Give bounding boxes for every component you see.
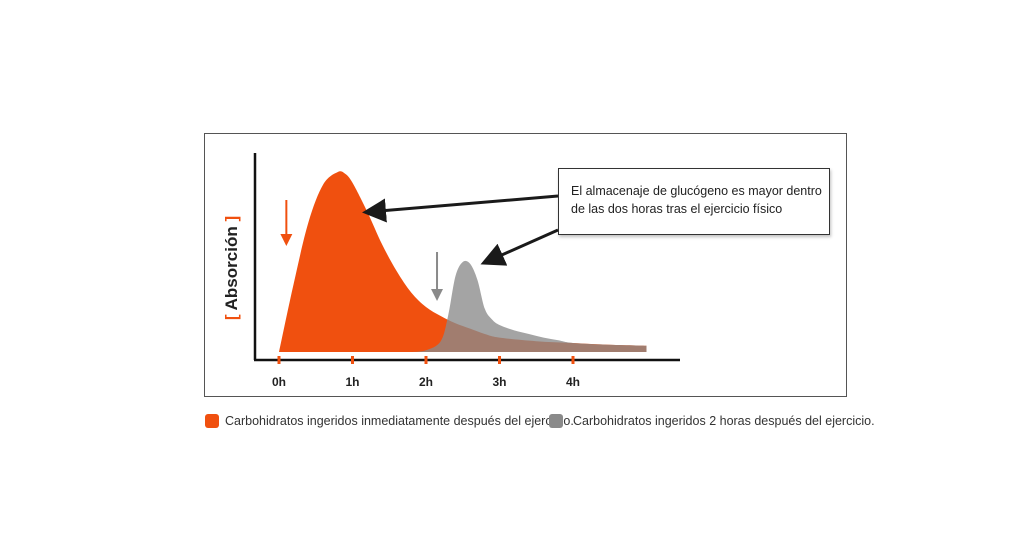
x-tick-label-4h: 4h	[566, 375, 580, 389]
annotation-arrow-orange	[362, 194, 559, 223]
y-axis-label-text: Absorción	[222, 226, 241, 311]
legend-swatch-orange	[205, 414, 219, 428]
annotation-line-1: El almacenaje de glucógeno es mayor dent…	[571, 184, 822, 198]
annotation-box: El almacenaje de glucógeno es mayor dent…	[558, 168, 830, 235]
x-tick-label-1h: 1h	[345, 375, 359, 389]
y-axis-label: [ Absorción ]	[222, 216, 242, 320]
legend-item-delayed: Carbohidratos ingeridos 2 horas después …	[549, 413, 875, 429]
y-axis-label-close-bracket: ]	[222, 215, 241, 222]
legend-item-immediate: Carbohidratos ingeridos inmediatamente d…	[205, 413, 574, 429]
legend-swatch-gray	[549, 414, 563, 428]
annotation-line-2: de las dos horas tras el ejercicio físic…	[571, 202, 783, 216]
legend-label-immediate: Carbohidratos ingeridos inmediatamente d…	[225, 414, 574, 428]
x-tick-label-3h: 3h	[492, 375, 506, 389]
y-axis-label-open-bracket: [	[222, 314, 241, 321]
x-tick-label-0h: 0h	[272, 375, 286, 389]
annotation-arrow-gray	[480, 228, 559, 266]
x-tick-label-2h: 2h	[419, 375, 433, 389]
area-series-immediate	[279, 171, 647, 352]
legend-label-delayed: Carbohidratos ingeridos 2 horas después …	[573, 414, 875, 428]
area-series-delayed	[411, 260, 647, 352]
